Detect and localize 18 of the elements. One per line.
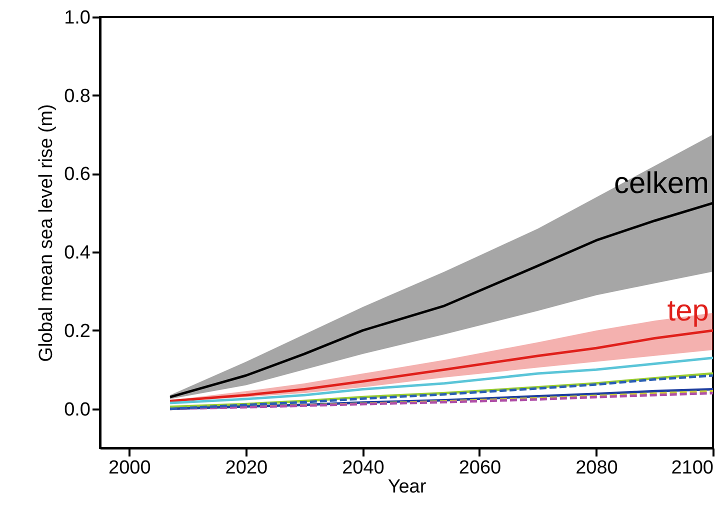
line-series xyxy=(168,329,714,402)
series-label: tep xyxy=(667,294,709,328)
y-tick-label: 0.4 xyxy=(64,242,91,264)
y-axis-title: Global mean sea level rise (m) xyxy=(36,104,58,362)
y-tick-label: 1.0 xyxy=(64,8,90,28)
x-tick-label: 2040 xyxy=(342,458,384,478)
x-tick-label: 2000 xyxy=(108,458,151,478)
x-tick-label: 2020 xyxy=(225,458,268,478)
y-tick-label: 0.2 xyxy=(64,320,90,342)
y-tick-label: 0.6 xyxy=(64,164,90,186)
x-tick-label: 2060 xyxy=(458,458,502,478)
series-label: celkem xyxy=(614,167,709,200)
x-axis-title: Year xyxy=(388,476,427,498)
x-tick-label: 2080 xyxy=(576,458,618,478)
line-series xyxy=(168,356,714,404)
y-tick-label: 0.0 xyxy=(64,399,90,420)
y-tick-label: 0.8 xyxy=(64,86,90,107)
x-tick-label: 2100 xyxy=(671,458,714,478)
